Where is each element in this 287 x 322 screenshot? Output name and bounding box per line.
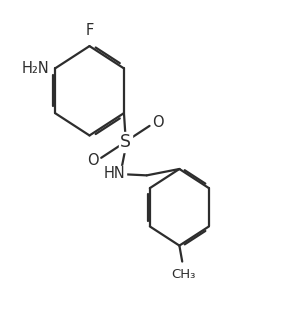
Text: S: S xyxy=(120,133,131,151)
Text: F: F xyxy=(85,23,94,38)
Text: H₂N: H₂N xyxy=(22,61,49,76)
Text: HN: HN xyxy=(103,166,125,181)
Text: CH₃: CH₃ xyxy=(171,268,196,281)
Text: O: O xyxy=(87,154,98,168)
Text: O: O xyxy=(152,115,164,130)
